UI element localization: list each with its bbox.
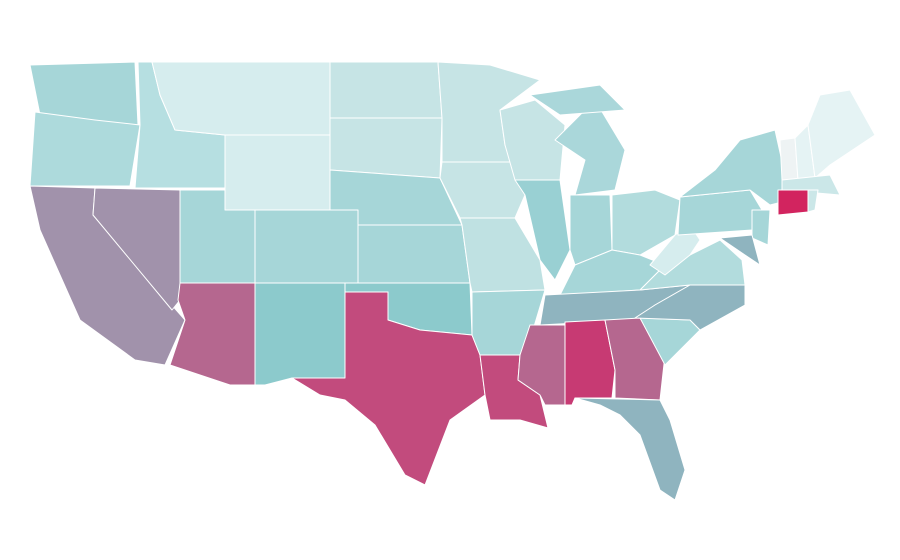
state-region bbox=[459, 217, 546, 293]
state-region bbox=[807, 189, 819, 213]
state-region bbox=[254, 282, 346, 386]
state-region bbox=[329, 61, 443, 119]
state-region bbox=[514, 179, 571, 281]
state-region bbox=[649, 224, 701, 276]
state-region bbox=[291, 291, 486, 486]
state-region bbox=[254, 209, 359, 284]
state-region bbox=[169, 282, 256, 386]
state-region bbox=[777, 189, 809, 216]
state-region bbox=[92, 187, 181, 311]
state-region bbox=[357, 224, 471, 284]
state-region bbox=[529, 84, 626, 116]
state-region bbox=[29, 111, 141, 187]
state-region bbox=[329, 117, 443, 179]
state-region bbox=[807, 89, 876, 179]
state-region bbox=[677, 189, 763, 236]
state-region bbox=[751, 209, 771, 246]
state-region bbox=[634, 284, 746, 331]
state-region bbox=[574, 397, 686, 501]
state-region bbox=[719, 234, 761, 266]
state-region bbox=[151, 61, 331, 136]
state-region bbox=[224, 134, 331, 211]
